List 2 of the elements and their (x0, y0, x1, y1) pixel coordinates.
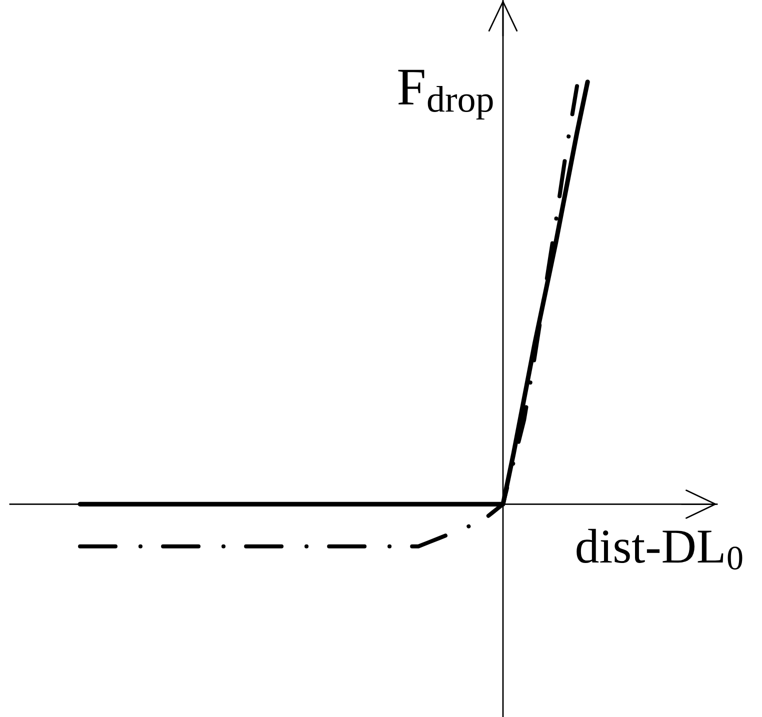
x-axis-title: dist-DL$_{0}$ (576, 528, 742, 570)
y-axis-title: F$_{drop}$ (398, 70, 493, 120)
